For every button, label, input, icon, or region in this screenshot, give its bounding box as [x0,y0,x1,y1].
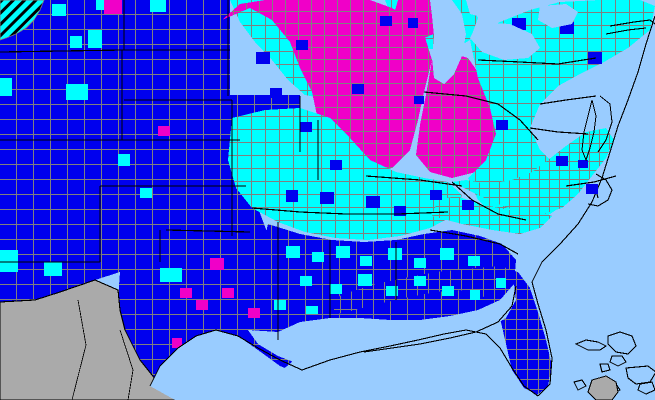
mexico-internal-border-1 [71,299,87,400]
gulf-coastline [149,329,539,397]
border-mt-wy [0,49,125,53]
mexico-fill [0,280,175,400]
region-west-blue[interactable] [0,0,300,302]
border-ky-tn [365,175,463,187]
region-corn-belt-magenta[interactable] [222,0,498,178]
florida-gulf-coastline [363,285,517,353]
region-florida-blue[interactable] [330,266,552,396]
bahamas-island-c [609,355,627,367]
border-va-wv [529,127,589,135]
bahamas-islands [573,331,655,400]
long-island [609,19,655,27]
state-borders [0,0,617,340]
cape-hatteras [587,173,613,207]
northeast-coast-detail [605,19,655,35]
new-york-newengland-fill [560,0,655,44]
north-carolina-fill [452,128,614,216]
lake-erie [470,22,540,60]
region-hatched-northwest[interactable] [0,0,45,41]
atlantic-coastline [531,15,655,397]
chesapeake-outline [581,99,597,162]
atlantic-ocean-mask [300,0,655,400]
region-mexico-nodata[interactable] [0,279,176,400]
border-sc-ga [429,229,519,255]
lake-ontario [538,4,578,28]
border-oh-wv [497,103,539,141]
dare-county-blue [586,184,598,194]
gulf-of-mexico-mask [150,330,300,400]
bahamas-abaco [607,331,637,355]
bahamas-grand-bahama [574,339,608,351]
chesapeake-bay [581,95,613,162]
border-ok-tx [165,229,251,233]
county-speckles-magenta [104,0,260,348]
border-pa-md [539,95,597,105]
ohio-indiana-fill [416,52,498,178]
mexico-internal-border-2 [119,329,134,400]
bahamas-island-f [573,379,587,391]
border-ar-tn-ms-al [251,207,449,215]
bahamas-andros-nodata [587,375,619,400]
bahamas-cat-island [637,381,655,395]
long-island-sound [605,27,647,35]
gulf-coast-mask [248,284,516,366]
iowa-illinois-fill [222,0,432,175]
western-states-fill [0,0,300,302]
hatched-area-outline [0,0,45,41]
county-speckles-blue [256,10,602,216]
great-lakes [430,0,578,84]
coastline-strokes [149,15,655,397]
border-in-oh-ky [423,91,499,105]
border-nc-sc [451,181,527,221]
lake-huron-edge [466,0,496,18]
county-speckles-cyan-south [274,246,506,314]
mexico-border [0,279,176,400]
lake-michigan [430,0,466,84]
border-va-nc [565,175,617,187]
delmarva-peninsula [597,95,613,153]
coastline-masks [150,0,655,400]
border-pa-ny [477,57,597,65]
florida-fill [330,266,552,396]
hatched-area-fill [0,0,44,40]
bahamas-island-d [599,363,611,373]
